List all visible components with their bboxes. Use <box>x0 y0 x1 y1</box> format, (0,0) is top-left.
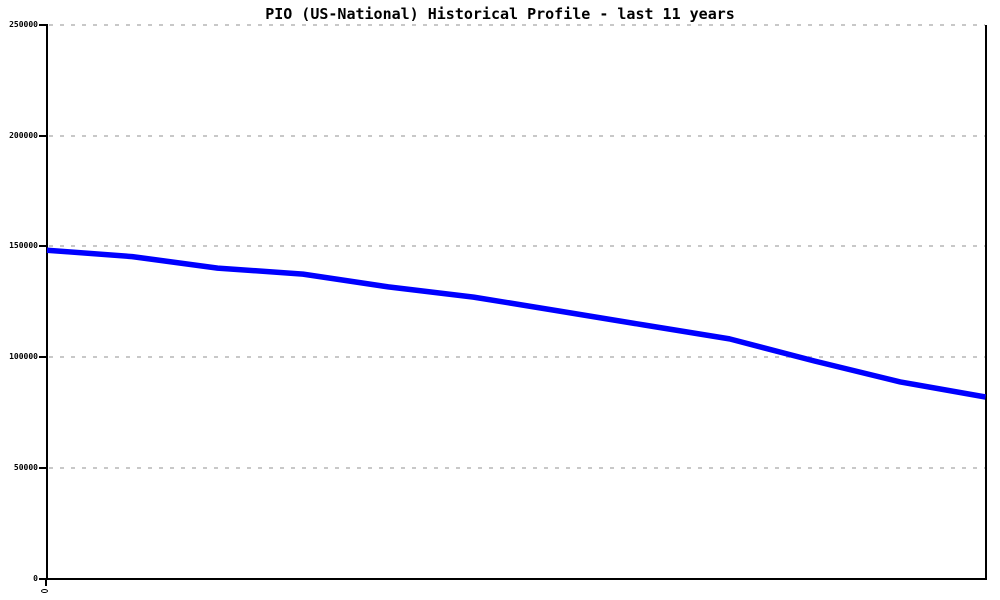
x-axis-line <box>39 578 987 580</box>
y-tick-label: 200000 <box>9 130 38 140</box>
y-tick <box>39 134 48 137</box>
x-axis-origin-tick <box>45 580 47 586</box>
x-axis-origin-label-clipped-glyph <box>41 589 48 593</box>
gridline <box>49 245 985 248</box>
gridline <box>49 24 985 26</box>
chart-title: PIO (US-National) Historical Profile - l… <box>265 5 735 23</box>
y-tick-label: 150000 <box>9 241 38 251</box>
y-tick <box>39 245 48 248</box>
gridline <box>49 356 985 359</box>
y-tick <box>39 356 48 359</box>
y-tick-label: 0 <box>33 573 38 583</box>
y-tick-label: 50000 <box>13 462 38 472</box>
y-tick <box>39 466 48 469</box>
y-tick-label: 250000 <box>9 20 38 29</box>
y-axis-line <box>46 25 48 580</box>
data-line <box>46 247 986 400</box>
y-tick-label: 100000 <box>9 352 38 362</box>
plot-right-border <box>985 25 987 580</box>
y-tick <box>39 24 48 26</box>
gridline <box>49 134 985 137</box>
gridline <box>49 466 985 469</box>
